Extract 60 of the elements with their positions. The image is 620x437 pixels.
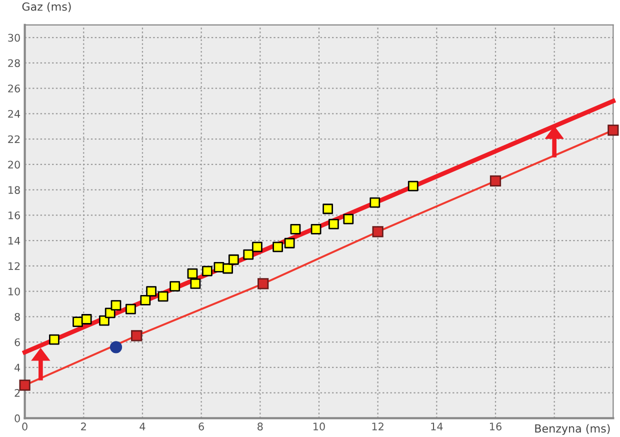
y-tick-label: 20	[8, 160, 20, 169]
y-tick-label: 26	[8, 84, 20, 92]
y-tick-label: 14	[8, 236, 20, 245]
point	[72, 316, 83, 327]
point	[290, 224, 301, 234]
point	[258, 278, 269, 290]
x-tick-label: 8	[258, 422, 263, 430]
point	[328, 218, 339, 230]
y-axis-title: Gaz (ms)	[22, 2, 71, 12]
point	[252, 242, 262, 252]
point	[222, 263, 233, 274]
x-tick-label: 4	[140, 422, 146, 430]
point	[146, 286, 156, 297]
point	[490, 175, 502, 187]
x-tick-label: 0	[22, 422, 28, 430]
y-tick-label: 0	[14, 414, 20, 422]
y-tick-label: 2	[14, 389, 20, 397]
point	[81, 314, 92, 324]
x-tick-label: 6	[198, 422, 204, 430]
x-tick-label: 12	[372, 422, 384, 430]
point	[372, 226, 384, 238]
point	[284, 238, 295, 248]
x-tick-label: 2	[81, 422, 86, 430]
y-tick-label: 6	[14, 338, 20, 346]
point	[228, 254, 239, 265]
point	[243, 249, 254, 260]
point	[49, 334, 60, 345]
x-axis-title: Benzyna (ms)	[535, 424, 610, 435]
point	[272, 242, 283, 252]
x-tick-label: 14	[431, 422, 443, 430]
point	[187, 268, 198, 279]
y-tick-label: 4	[14, 364, 20, 372]
y-tick-label: 10	[8, 288, 20, 296]
point	[343, 214, 354, 224]
point	[158, 291, 168, 302]
point	[131, 330, 142, 342]
y-tick-label: 16	[8, 211, 20, 220]
x-tick-label: 16	[490, 422, 502, 430]
point	[190, 278, 201, 289]
point	[110, 300, 122, 310]
point	[170, 281, 180, 292]
point	[370, 197, 380, 208]
point	[310, 224, 322, 234]
point	[322, 204, 334, 214]
point	[408, 180, 418, 192]
y-tick-label: 8	[14, 312, 20, 321]
y-tick-label: 18	[8, 186, 20, 194]
x-tick-label: 10	[314, 422, 325, 430]
point	[104, 308, 116, 318]
y-tick-label: 22	[8, 135, 20, 144]
point	[19, 380, 30, 391]
y-tick-label: 24	[8, 110, 20, 118]
point	[110, 341, 122, 354]
point	[202, 266, 212, 276]
point	[140, 295, 151, 306]
y-tick-label: 28	[8, 59, 20, 68]
point	[126, 304, 136, 314]
point	[608, 124, 619, 136]
y-tick-label: 30	[8, 34, 20, 42]
y-tick-label: 12	[8, 262, 20, 270]
